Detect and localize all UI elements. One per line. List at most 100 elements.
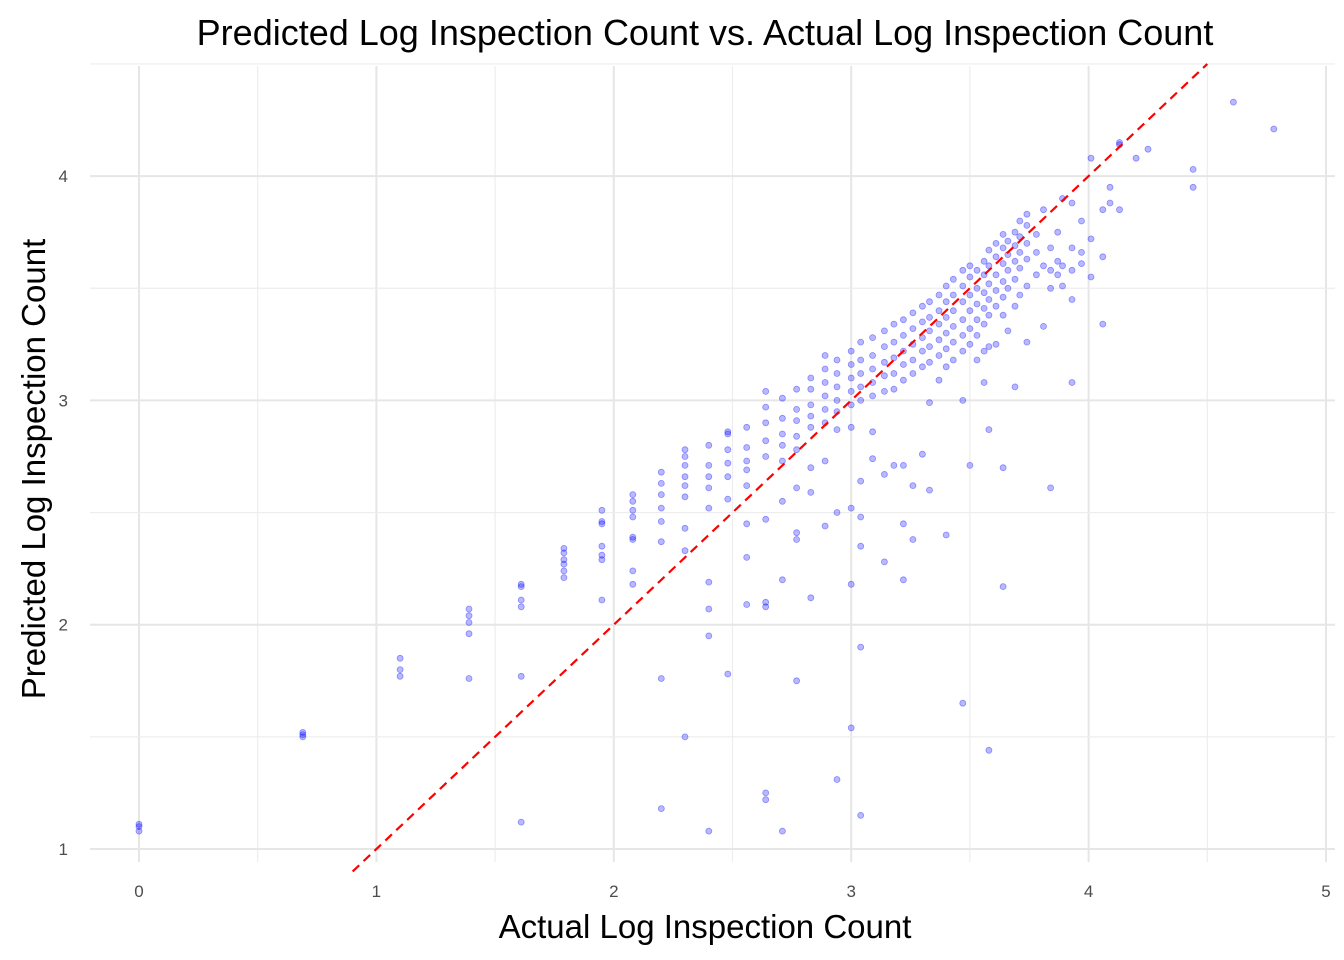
data-point <box>779 414 786 422</box>
data-point <box>657 675 665 682</box>
data-point <box>1004 284 1012 292</box>
data-point <box>999 278 1007 285</box>
data-point <box>949 338 957 346</box>
data-point <box>966 325 974 333</box>
data-point <box>135 820 143 828</box>
data-point <box>762 419 770 427</box>
data-point <box>926 327 933 335</box>
data-point <box>959 331 967 339</box>
data-point <box>598 542 606 550</box>
data-point <box>793 446 800 454</box>
data-point <box>1059 282 1066 290</box>
data-point <box>900 461 907 469</box>
data-point <box>1116 206 1123 214</box>
data-point <box>793 677 800 685</box>
data-point <box>992 287 1000 294</box>
data-point <box>1054 257 1062 265</box>
data-point <box>807 412 815 420</box>
data-point <box>779 430 786 438</box>
data-point <box>900 361 907 368</box>
x-tick-label: 2 <box>609 882 618 901</box>
data-point <box>598 596 606 604</box>
data-point <box>999 244 1007 252</box>
data-point <box>560 560 568 568</box>
data-point <box>966 273 974 281</box>
y-tick-label: 1 <box>59 840 68 859</box>
data-point <box>657 468 665 476</box>
data-point <box>743 423 751 431</box>
data-point <box>935 307 943 315</box>
data-point <box>935 291 943 299</box>
data-point <box>966 307 974 315</box>
data-point <box>779 394 786 402</box>
data-point <box>517 580 525 588</box>
data-point <box>724 495 732 503</box>
data-point <box>926 298 933 306</box>
data-point <box>705 484 713 492</box>
data-point <box>135 827 143 835</box>
data-point <box>807 385 815 393</box>
data-point <box>807 594 815 602</box>
data-point <box>959 699 967 707</box>
data-point <box>793 405 800 413</box>
chart-title: Predicted Log Inspection Count vs. Actua… <box>197 12 1214 53</box>
data-point <box>999 311 1007 319</box>
data-point <box>598 556 606 564</box>
data-point <box>992 340 1000 348</box>
data-point <box>966 291 974 299</box>
data-point <box>724 446 732 454</box>
data-point <box>743 482 751 490</box>
data-point <box>681 733 689 741</box>
data-point <box>869 334 876 342</box>
data-point <box>299 729 307 736</box>
data-point <box>1144 145 1152 153</box>
data-point <box>517 672 525 680</box>
data-point <box>705 827 713 835</box>
data-point <box>1047 284 1054 292</box>
data-point <box>1011 275 1019 283</box>
data-point <box>869 352 876 359</box>
data-point <box>724 459 732 467</box>
data-point <box>881 558 888 566</box>
y-tick-label: 4 <box>59 167 68 186</box>
data-point <box>857 643 865 651</box>
data-point <box>743 444 751 451</box>
data-point <box>465 675 473 682</box>
data-point <box>629 536 637 543</box>
reference-line <box>351 63 1209 873</box>
data-point <box>779 457 786 465</box>
data-point <box>705 504 713 512</box>
data-point <box>857 370 865 377</box>
data-point <box>705 473 713 481</box>
data-point <box>973 266 981 274</box>
data-point <box>1087 273 1095 281</box>
data-point <box>959 396 967 404</box>
data-point <box>980 257 988 265</box>
data-point <box>980 379 988 386</box>
data-point <box>560 567 568 575</box>
data-point <box>1054 271 1062 279</box>
data-point <box>900 331 907 339</box>
data-point <box>1270 125 1278 133</box>
data-point <box>762 403 770 411</box>
data-point <box>1023 282 1031 290</box>
data-point <box>935 320 943 328</box>
data-point <box>1033 248 1040 256</box>
data-point <box>821 457 829 465</box>
data-point <box>762 598 770 606</box>
data-point <box>705 461 713 469</box>
data-point <box>833 776 841 783</box>
y-axis-title: Predicted Log Inspection Count <box>15 239 52 699</box>
data-point <box>847 724 855 732</box>
data-point <box>973 331 981 339</box>
grid <box>90 63 1335 862</box>
data-point <box>909 536 917 543</box>
data-point <box>985 343 993 351</box>
y-tick-label: 3 <box>59 391 68 410</box>
data-point <box>900 376 907 384</box>
data-point <box>1016 217 1024 225</box>
data-point <box>985 280 993 288</box>
data-point <box>1059 262 1066 270</box>
data-point <box>890 338 898 346</box>
data-point <box>705 605 713 613</box>
